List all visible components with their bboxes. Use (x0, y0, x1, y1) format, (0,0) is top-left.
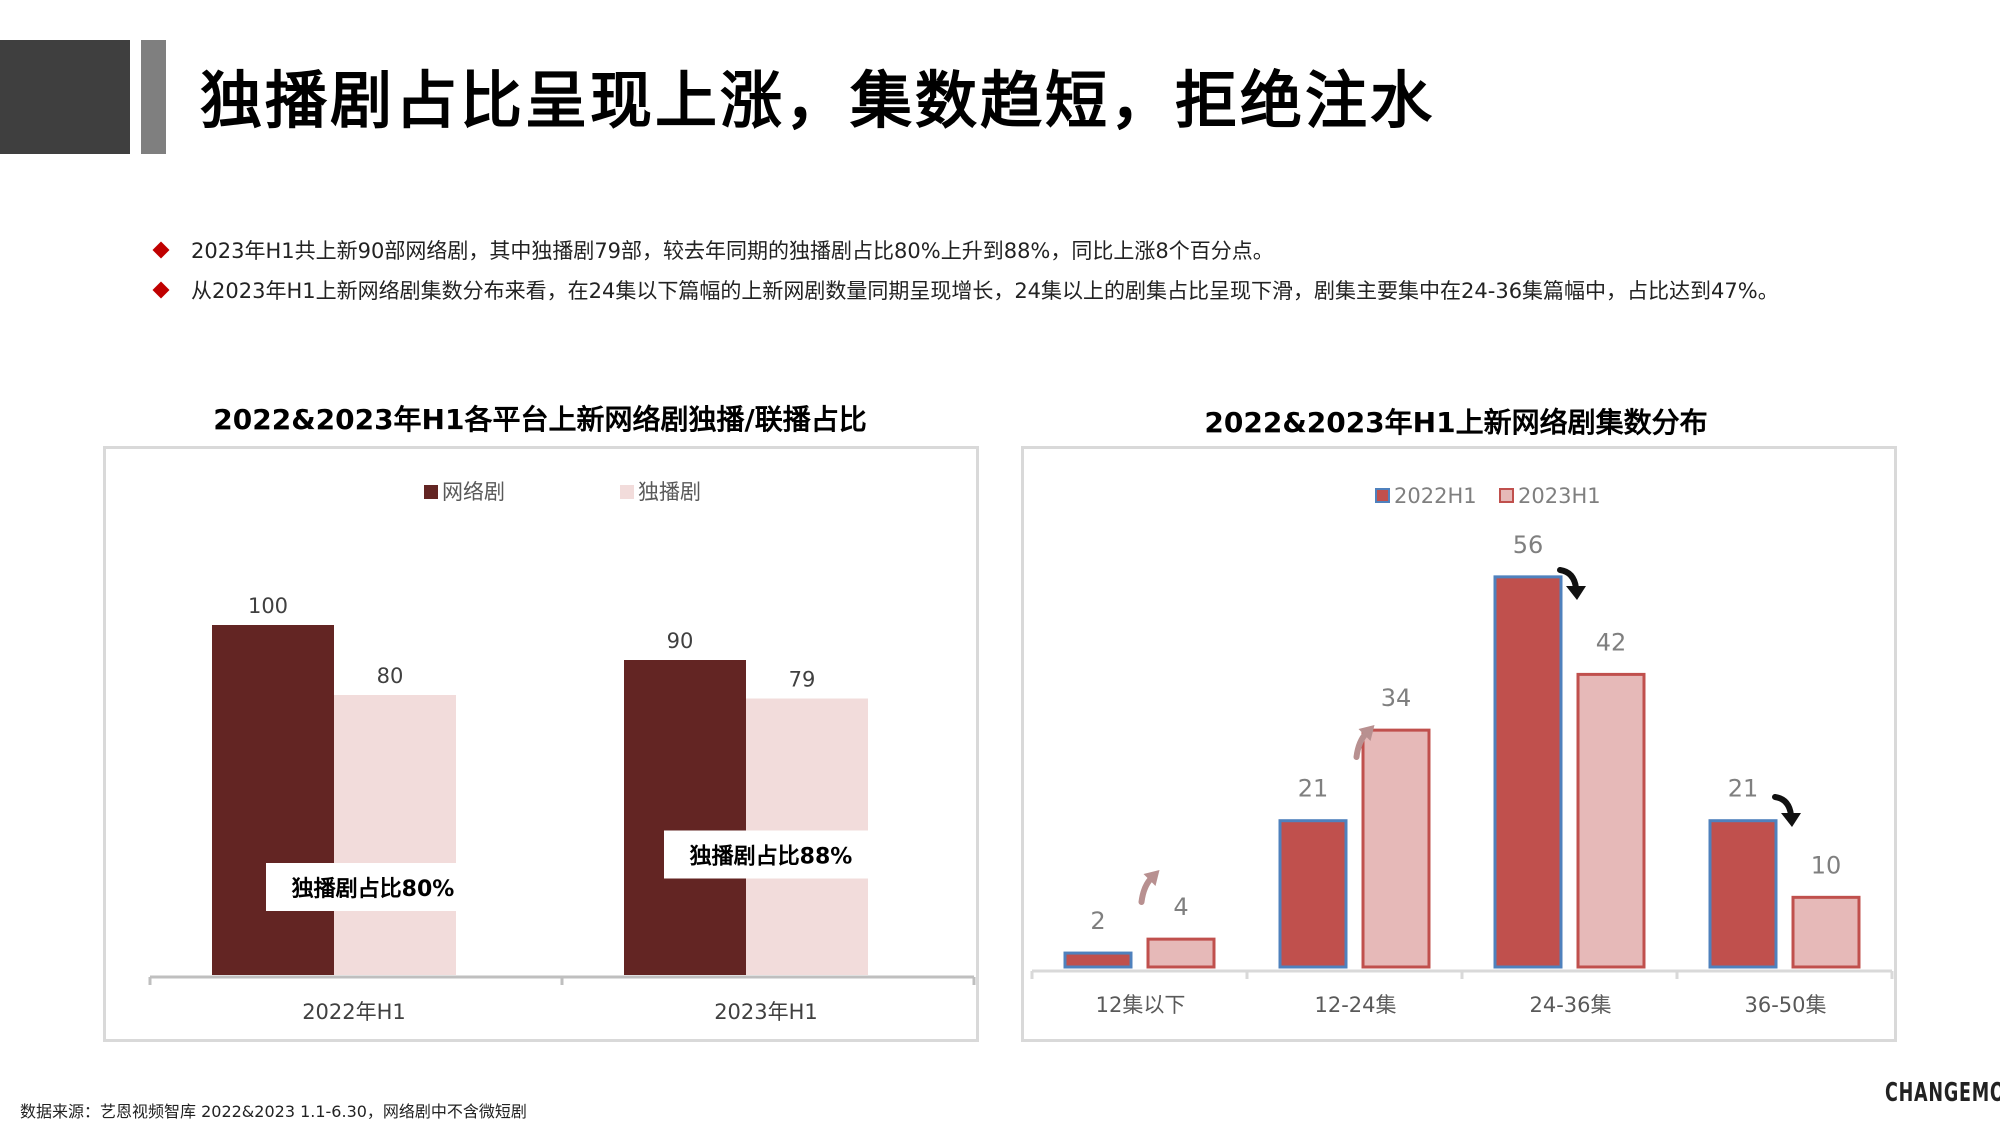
brand-logo: CHANGEMO (1885, 1078, 2000, 1108)
down-arrow-icon (1772, 794, 1794, 818)
up-arrow-icon (1138, 875, 1155, 905)
down-arrow-head-icon (1566, 586, 1586, 600)
bullet-list: 2023年H1共上新90部网络剧，其中独播剧79部，较去年同期的独播剧占比80%… (152, 230, 1779, 310)
bullet-item: 2023年H1共上新90部网络剧，其中独播剧79部，较去年同期的独播剧占比80%… (152, 230, 1779, 270)
bar-series1 (1708, 819, 1778, 969)
diamond-bullet-icon (152, 241, 170, 259)
data-label: 10 (1811, 851, 1842, 879)
bar-series2 (1361, 728, 1431, 969)
title-accent-block (0, 40, 130, 154)
bar-series1 (1493, 575, 1563, 969)
x-tick-label: 12-24集 (1314, 993, 1396, 1017)
data-label: 21 (1728, 775, 1759, 803)
chart2-container: 2022H1 2023H1 2 4 12集以下 21 34 12-24集 56 42 24-36集 2… (1021, 446, 1897, 1042)
data-label: 100 (248, 594, 288, 618)
legend-label-0: 2022H1 (1394, 484, 1477, 508)
bar-series1 (1278, 819, 1348, 969)
data-label: 80 (377, 664, 404, 688)
data-label: 2 (1090, 907, 1105, 935)
bar-series1 (624, 660, 746, 975)
down-arrow-head-icon (1781, 813, 1801, 827)
x-tick-label: 2023年H1 (714, 1000, 818, 1024)
bar-series1 (212, 625, 334, 975)
chart2-svg: 2022H1 2023H1 2 4 12集以下 21 34 12-24集 56 42 24-36集 2… (1030, 484, 1894, 1017)
bar-series2 (1576, 672, 1646, 969)
annotation-label: 独播剧占比88% (690, 845, 853, 870)
data-label: 42 (1596, 628, 1627, 656)
legend-label-1: 独播剧 (638, 480, 701, 504)
bar-series2 (334, 695, 456, 975)
bullet-text: 2023年H1共上新90部网络剧，其中独播剧79部，较去年同期的独播剧占比80%… (191, 239, 1274, 263)
annotation-box (664, 830, 879, 879)
annotation-box (266, 863, 481, 911)
data-label: 4 (1173, 893, 1188, 921)
chart1-svg: 网络剧 独播剧 100 80 独播剧占比80% 2022年H1 90 79 独播剧占比88% 20… (148, 480, 976, 1024)
legend-label-1: 2023H1 (1518, 484, 1601, 508)
legend-label-0: 网络剧 (442, 480, 505, 504)
page-title: 独播剧占比呈现上涨，集数趋短，拒绝注水 (200, 64, 1436, 137)
bar-series2 (1146, 937, 1216, 969)
bar-series1 (1063, 951, 1133, 969)
legend-swatch-0 (1375, 488, 1390, 503)
data-label: 90 (667, 629, 694, 653)
x-tick-label: 36-50集 (1744, 993, 1826, 1017)
down-arrow-icon (1557, 567, 1579, 591)
data-label: 56 (1513, 531, 1544, 559)
data-label: 21 (1298, 775, 1329, 803)
data-source-note: 数据来源：艺恩视频智库 2022&2023 1.1-6.30，网络剧中不含微短剧 (20, 1102, 527, 1121)
chart1-title: 2022&2023年H1各平台上新网络剧独播/联播占比 (213, 403, 867, 436)
diamond-bullet-icon (152, 281, 170, 299)
bar-series2 (1791, 895, 1861, 969)
chart1-container: 网络剧 独播剧 100 80 独播剧占比80% 2022年H1 90 79 独播剧占比88% 20… (103, 446, 979, 1042)
x-tick-label: 24-36集 (1529, 993, 1611, 1017)
up-arrow-head-icon (1143, 870, 1160, 886)
bullet-text: 从2023年H1上新网络剧集数分布来看，在24集以下篇幅的上新网剧数量同期呈现增… (191, 279, 1779, 303)
legend-swatch-1 (1499, 488, 1514, 503)
x-tick-label: 2022年H1 (302, 1000, 406, 1024)
data-label: 79 (789, 668, 816, 692)
data-label: 34 (1381, 684, 1412, 712)
bullet-item: 从2023年H1上新网络剧集数分布来看，在24集以下篇幅的上新网剧数量同期呈现增… (152, 270, 1779, 310)
x-tick-label: 12集以下 (1096, 993, 1186, 1017)
up-arrow-head-icon (1358, 725, 1375, 741)
title-accent-bar (141, 40, 166, 154)
chart2-title: 2022&2023年H1上新网络剧集数分布 (1204, 406, 1708, 439)
legend-swatch-0 (424, 485, 438, 499)
legend-swatch-1 (620, 485, 634, 499)
annotation-label: 独播剧占比80% (292, 877, 455, 902)
